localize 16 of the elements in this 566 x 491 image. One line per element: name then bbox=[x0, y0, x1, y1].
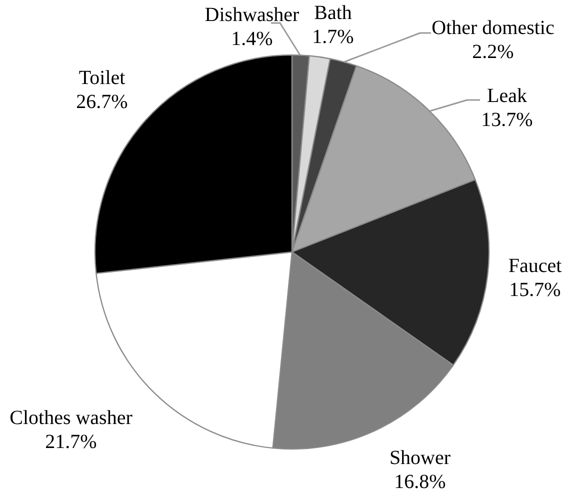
data-label: 15.7% bbox=[509, 279, 561, 301]
data-label: 1.4% bbox=[231, 28, 273, 50]
slice-label: Clothes washer bbox=[10, 407, 133, 429]
data-label: 16.8% bbox=[394, 471, 446, 491]
slice-label: Leak bbox=[487, 85, 527, 107]
data-label: 21.7% bbox=[45, 431, 97, 453]
slice-label: Toilet bbox=[78, 67, 126, 89]
slice-label: Other domestic bbox=[432, 17, 554, 39]
slice-label: Bath bbox=[314, 2, 352, 24]
data-label: 2.2% bbox=[472, 41, 514, 63]
slice-label: Faucet bbox=[508, 255, 562, 277]
slice-label: Shower bbox=[389, 447, 451, 469]
slice-label: Dishwasher bbox=[204, 4, 300, 26]
data-label: 26.7% bbox=[76, 91, 128, 113]
data-label: 1.7% bbox=[312, 26, 354, 48]
data-label: 13.7% bbox=[481, 109, 533, 131]
